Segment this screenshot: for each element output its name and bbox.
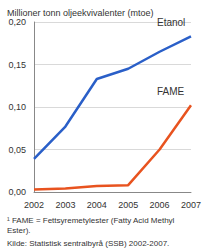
svg-text:FAME: FAME xyxy=(157,86,185,97)
svg-text:0,05: 0,05 xyxy=(8,145,26,155)
svg-text:¹ FAME = Fettsyremetylester (F: ¹ FAME = Fettsyremetylester (Fatty Acid … xyxy=(7,216,177,225)
svg-text:2002: 2002 xyxy=(24,200,44,210)
svg-text:Etanol: Etanol xyxy=(157,17,185,28)
svg-text:2003: 2003 xyxy=(55,200,75,210)
svg-text:Millioner tonn oljeekvivalente: Millioner tonn oljeekvivalenter (mtoe) xyxy=(7,8,154,18)
svg-text:2007: 2007 xyxy=(181,200,201,210)
svg-text:0,10: 0,10 xyxy=(8,102,26,112)
svg-text:2006: 2006 xyxy=(150,200,170,210)
svg-text:Kilde: Statistisk sentralbyrå: Kilde: Statistisk sentralbyrå (SSB) 2002… xyxy=(7,239,169,248)
svg-text:2005: 2005 xyxy=(118,200,138,210)
svg-text:0,20: 0,20 xyxy=(8,17,26,27)
svg-text:0,00: 0,00 xyxy=(8,187,26,197)
svg-text:0,15: 0,15 xyxy=(8,60,26,70)
svg-text:2004: 2004 xyxy=(87,200,107,210)
svg-text:Ester).: Ester). xyxy=(7,226,31,235)
